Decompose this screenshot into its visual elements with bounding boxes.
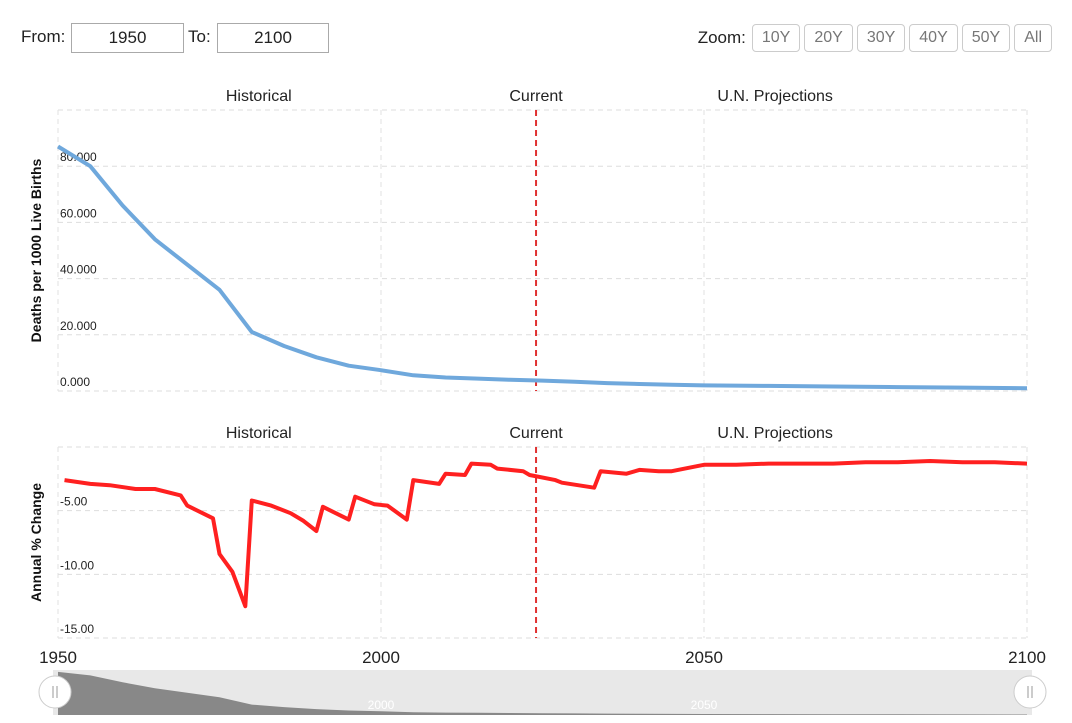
y-tick-label: 20.000	[60, 319, 97, 333]
navigator-label: 2050	[691, 698, 718, 712]
zoom-controls: Zoom: 10Y 20Y 30Y 40Y 50Y All	[698, 24, 1052, 52]
data-line	[64, 459, 1028, 609]
y-axis-title: Deaths per 1000 Live Births	[28, 158, 44, 342]
y-tick-label: -5.00	[60, 495, 88, 509]
annotation: U.N. Projections	[717, 425, 833, 442]
x-tick-label: 2050	[685, 648, 723, 667]
zoom-button[interactable]: 20Y	[804, 24, 853, 52]
y-tick-label: 60.000	[60, 206, 97, 220]
annotation: Historical	[226, 425, 292, 442]
zoom-button[interactable]: All	[1014, 24, 1052, 52]
x-tick-label: 2000	[362, 648, 400, 667]
to-input[interactable]: 2100	[217, 23, 329, 53]
annotation: Historical	[226, 88, 292, 105]
y-tick-label: -10.00	[60, 558, 94, 572]
y-axis-title: Annual % Change	[28, 483, 44, 602]
annotation: U.N. Projections	[717, 88, 833, 105]
y-tick-label: -15.00	[60, 622, 94, 636]
zoom-button[interactable]: 40Y	[909, 24, 958, 52]
x-tick-label: 1950	[39, 648, 77, 667]
navigator-area	[58, 671, 1027, 715]
y-tick-label: 40.000	[60, 263, 97, 277]
navigator-handle[interactable]	[38, 675, 72, 709]
navigator-handle[interactable]	[1013, 675, 1047, 709]
from-input[interactable]: 1950	[71, 23, 184, 53]
annotation: Current	[509, 88, 563, 105]
navigator-label: 2000	[368, 698, 395, 712]
zoom-label: Zoom:	[697, 28, 746, 47]
zoom-button[interactable]: 50Y	[961, 24, 1011, 52]
annotation: Current	[509, 425, 563, 442]
from-label: From:	[21, 27, 66, 46]
data-line	[56, 144, 1028, 391]
zoom-button[interactable]: 30Y	[856, 24, 906, 52]
zoom-button[interactable]: 10Y	[751, 24, 801, 52]
x-tick-label: 2100	[1008, 648, 1046, 667]
y-tick-label: 0.000	[60, 375, 90, 389]
to-label: To:	[188, 27, 211, 46]
